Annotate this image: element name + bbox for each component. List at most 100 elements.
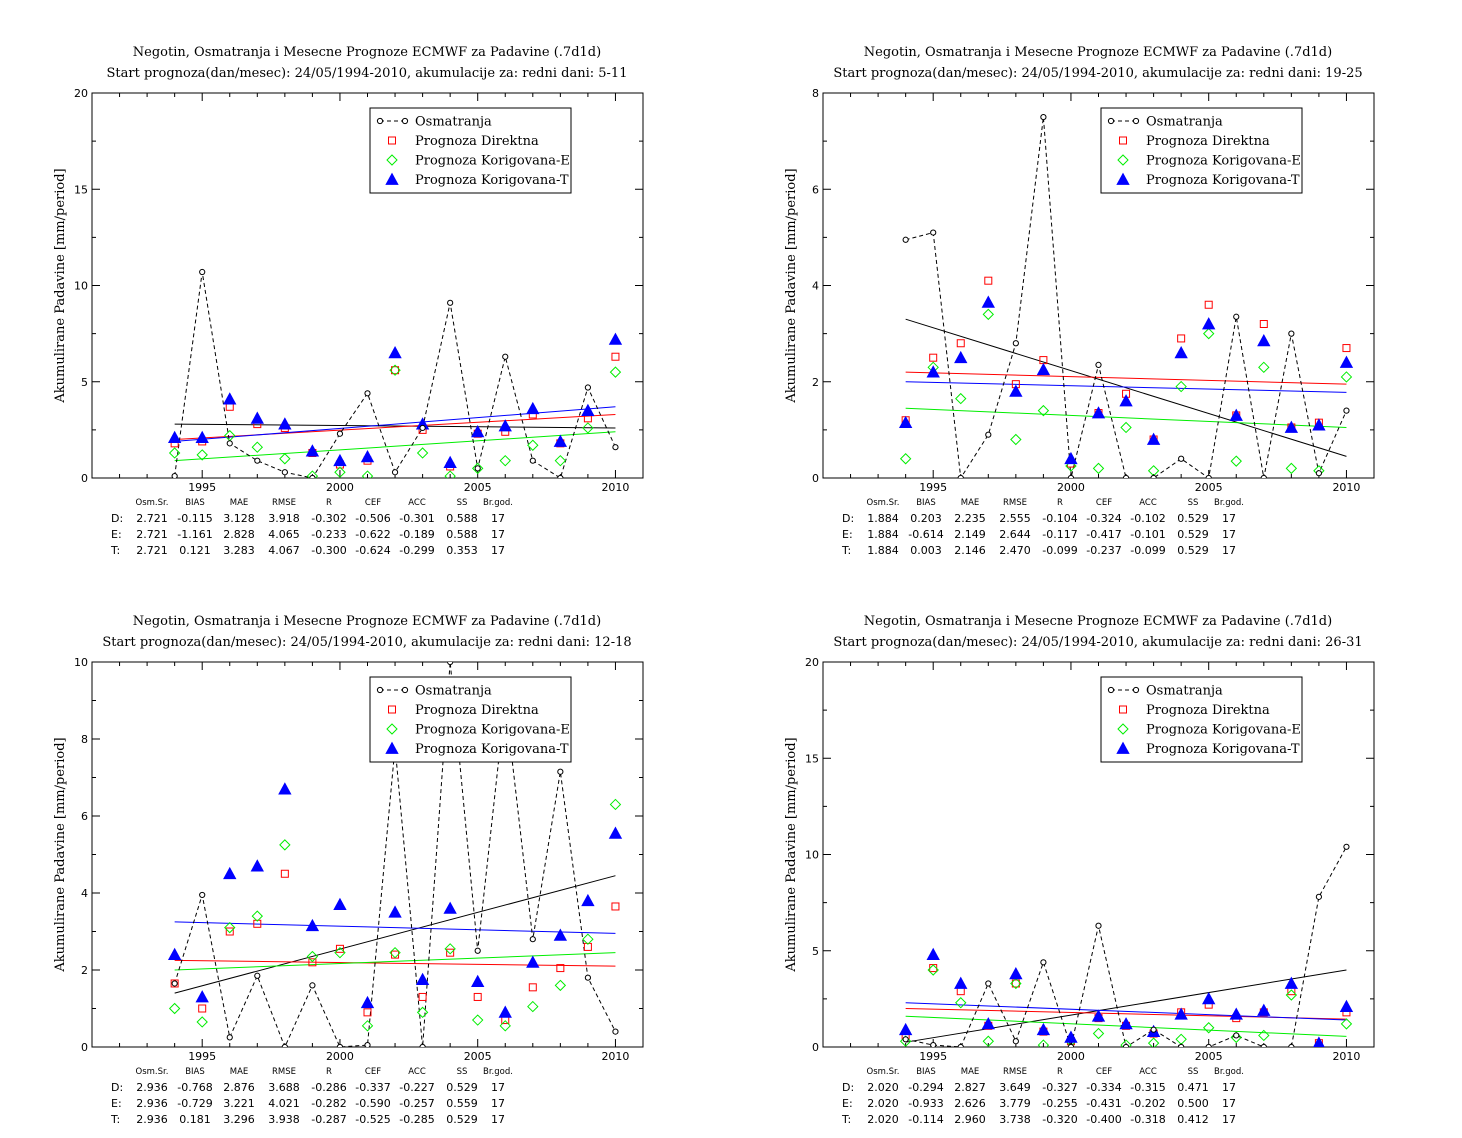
- stats-value: -0.334: [1086, 1081, 1121, 1094]
- data-point-corrE: [251, 910, 264, 922]
- data-point-corrT: [471, 974, 485, 987]
- data-point-corrE: [279, 839, 291, 851]
- legend-label: Prognoza Direktna: [1146, 134, 1270, 149]
- stats-header: Osm.Sr.: [867, 1067, 900, 1077]
- data-point-obs: [1040, 959, 1047, 966]
- stats-value: 17: [491, 1113, 505, 1126]
- stats-value: -0.237: [1086, 544, 1121, 557]
- data-point-corrE: [224, 429, 236, 442]
- y-tick-label: 0: [812, 472, 819, 485]
- chart-title: Negotin, Osmatranja i Mesecne Prognoze E…: [133, 45, 601, 60]
- legend-marker-corrE: [386, 154, 398, 166]
- stats-header: SS: [1188, 498, 1199, 508]
- data-point-corrE: [224, 921, 236, 934]
- data-point-direct: [198, 1004, 207, 1013]
- legend-marker-direct: [388, 136, 396, 145]
- x-tick-label: 2005: [1195, 481, 1223, 494]
- data-point-obs: [336, 1043, 344, 1047]
- trend-lines: [174, 875, 616, 994]
- data-point-obs: [985, 980, 992, 987]
- x-tick-label: 2005: [464, 481, 492, 494]
- data-point-corrT: [1064, 451, 1078, 465]
- data-point-corrT: [1284, 976, 1299, 989]
- stats-header: ACC: [408, 498, 426, 508]
- data-point-direct: [1011, 979, 1020, 988]
- data-point-corrT: [1284, 420, 1299, 433]
- legend-label: Prognoza Direktna: [415, 134, 539, 149]
- data-point-obs: [419, 1043, 426, 1047]
- stats-value: -0.099: [1042, 544, 1077, 557]
- data-point-corrT: [1064, 1030, 1078, 1043]
- data-point-corrE: [1230, 455, 1242, 467]
- data-point-corrE: [1340, 371, 1353, 383]
- legend-marker-direct: [388, 705, 396, 714]
- trend-line-obs: [174, 423, 616, 429]
- data-point-corrT: [388, 905, 402, 918]
- stats-value: 0.003: [910, 544, 942, 557]
- legend-label: Prognoza Korigovana-T: [1146, 742, 1300, 757]
- stats-value: -0.294: [908, 1081, 943, 1094]
- data-point-corrT: [415, 972, 430, 986]
- trend-line-direct: [174, 959, 616, 967]
- data-point-corrT: [360, 995, 375, 1009]
- trend-line-obs: [905, 318, 1347, 457]
- data-point-obs: [1288, 330, 1295, 337]
- stats-value: 3.688: [268, 1081, 300, 1094]
- data-point-corrT: [954, 350, 968, 364]
- legend-marker-obs: [1107, 117, 1115, 125]
- stats-value: 17: [1222, 512, 1236, 525]
- y-tick-label: 8: [81, 733, 88, 746]
- chart-title: Negotin, Osmatranja i Mesecne Prognoze E…: [864, 45, 1332, 60]
- data-point-obs: [902, 236, 909, 243]
- x-tick-label: 2010: [1332, 1050, 1360, 1063]
- data-point-obs: [364, 390, 371, 397]
- data-point-obs: [254, 457, 261, 464]
- data-point-corrE: [471, 462, 484, 475]
- stats-value: 17: [491, 512, 505, 525]
- data-point-obs: [1315, 893, 1323, 900]
- legend-label: Prognoza Korigovana-E: [1146, 154, 1301, 169]
- data-point-obs: [1233, 1032, 1240, 1039]
- stats-header: SS: [1188, 1067, 1199, 1077]
- data-point-corrE: [955, 392, 967, 405]
- stats-header: RMSE: [1003, 1067, 1027, 1077]
- y-axis-label: Akumulirane Padavine [mm/period]: [784, 168, 799, 403]
- legend-marker-corrT: [385, 172, 399, 185]
- data-point-corrE: [168, 1002, 181, 1015]
- chart-panel-3: Negotin, Osmatranja i Mesecne Prognoze E…: [53, 614, 644, 1126]
- data-point-direct: [225, 927, 234, 936]
- data-point-corrE: [899, 1035, 912, 1047]
- trend-line-corrE: [174, 431, 616, 462]
- legend-label: Osmatranja: [415, 115, 492, 130]
- stats-value: -0.337: [355, 1081, 390, 1094]
- stats-header: MAE: [230, 498, 249, 508]
- stats-row-label: E:: [111, 1097, 122, 1110]
- stats-value: -0.933: [908, 1097, 943, 1110]
- data-point-obs: [1260, 474, 1267, 478]
- data-point-corrT: [360, 449, 375, 463]
- y-tick-label: 2: [81, 964, 88, 977]
- data-point-obs: [309, 474, 316, 478]
- data-point-obs: [529, 936, 536, 943]
- data-point-direct: [528, 983, 537, 992]
- stats-value: 2.020: [867, 1081, 899, 1094]
- stats-value: 0.529: [1177, 528, 1209, 541]
- stats-value: 2.936: [136, 1097, 168, 1110]
- stats-value: 2.626: [954, 1097, 986, 1110]
- data-point-corrT: [250, 859, 264, 872]
- data-point-obs: [226, 440, 233, 447]
- stats-value: 0.203: [910, 512, 942, 525]
- stats-header: Br.god.: [1214, 1067, 1244, 1077]
- data-point-corrE: [955, 997, 967, 1009]
- stats-value: -0.299: [399, 544, 434, 557]
- data-point-corrE: [1340, 1018, 1353, 1030]
- data-point-corrE: [1175, 380, 1187, 393]
- data-point-obs: [930, 1041, 937, 1047]
- stats-header: MAE: [961, 1067, 980, 1077]
- data-point-corrE: [1092, 1027, 1105, 1040]
- stats-value: 2.828: [223, 528, 255, 541]
- y-tick-label: 20: [805, 656, 819, 669]
- observation-line: [905, 846, 1347, 1047]
- trend-line-corrE: [174, 952, 616, 971]
- stats-row-label: T:: [110, 544, 120, 557]
